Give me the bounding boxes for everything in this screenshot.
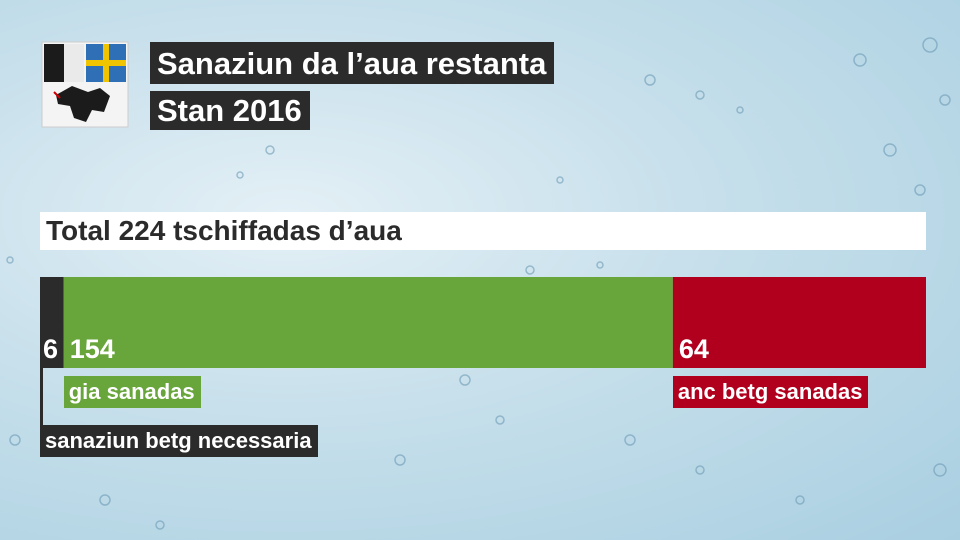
bar-segment — [672, 277, 926, 368]
legend-label: anc betg sanadas — [672, 376, 869, 408]
logo — [41, 41, 129, 128]
chart-subtitle: Stan 2016 — [150, 91, 310, 130]
legend-label: sanaziun betg necessaria — [40, 425, 318, 457]
bubbles — [6, 37, 951, 530]
chart-title: Sanaziun da l’aua restanta — [150, 42, 555, 84]
value-label: 64 — [678, 334, 709, 364]
value-label: 6 — [43, 334, 59, 364]
legend-label: gia sanadas — [63, 376, 201, 408]
bar-segment — [40, 277, 64, 368]
value-label: 154 — [69, 334, 115, 364]
total-annotation: Total 224 tschiffadas d’aua — [40, 212, 926, 250]
bar-segment — [63, 277, 673, 368]
